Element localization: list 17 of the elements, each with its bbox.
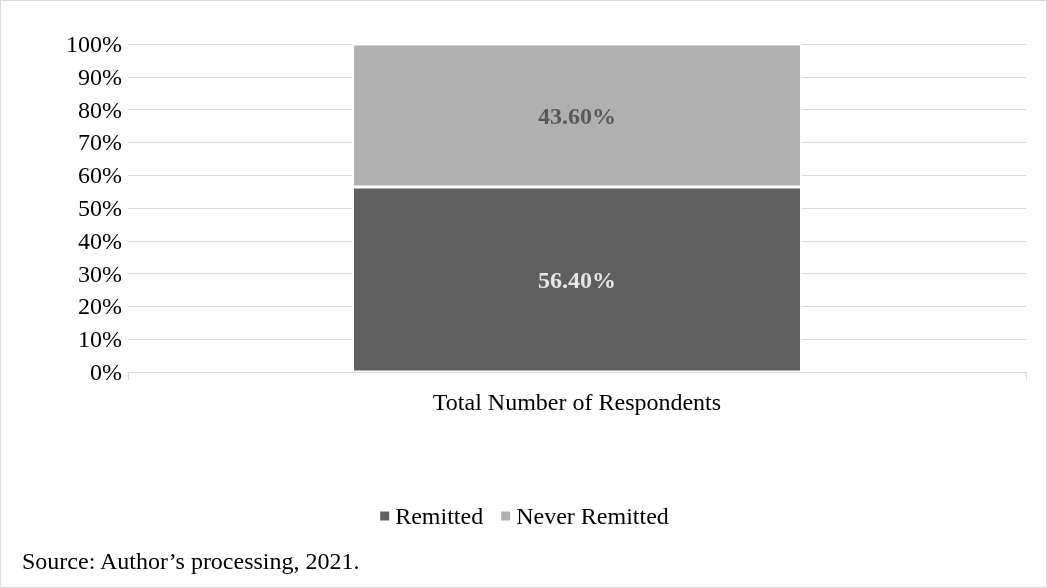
y-tick-label: 20%	[78, 293, 122, 320]
data-label: 56.40%	[538, 266, 616, 293]
y-tick-label: 10%	[78, 326, 122, 353]
y-tick-label: 40%	[78, 227, 122, 254]
legend-label: Never Remitted	[516, 503, 669, 529]
legend-label: Remitted	[395, 503, 484, 529]
source-note: Source: Author’s processing, 2021.	[22, 548, 360, 574]
x-tick-label: Total Number of Respondents	[432, 389, 722, 415]
y-tick-label: 0%	[90, 359, 122, 385]
y-tick-label: 80%	[78, 96, 122, 123]
data-label: 43.60%	[538, 102, 616, 129]
y-tick-label: 50%	[78, 195, 122, 221]
y-tick-label: 100%	[66, 31, 122, 57]
y-tick-label: 90%	[78, 63, 122, 90]
y-tick-label: 70%	[78, 129, 122, 156]
y-tick-label: 60%	[78, 162, 122, 189]
y-tick-label: 30%	[78, 260, 122, 287]
